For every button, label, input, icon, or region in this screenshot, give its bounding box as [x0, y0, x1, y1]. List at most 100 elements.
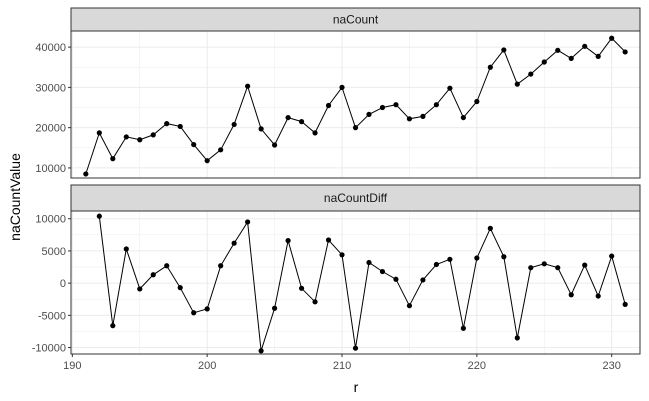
data-point — [595, 293, 601, 299]
data-point — [285, 114, 291, 121]
y-tick-label: 30000 — [35, 82, 66, 94]
y-axis-title: naCountValue — [7, 153, 23, 241]
data-point — [514, 81, 520, 87]
data-point — [447, 256, 453, 262]
data-point — [285, 238, 291, 244]
data-point — [204, 306, 210, 312]
x-tick-label: 220 — [468, 360, 486, 372]
data-point — [231, 121, 237, 128]
facet-strip-label: naCount — [333, 13, 379, 27]
data-point — [379, 104, 386, 111]
data-point — [339, 84, 345, 90]
y-tick-label: 5000 — [42, 246, 66, 258]
data-point — [271, 142, 278, 148]
data-point — [595, 53, 601, 59]
y-tick-label: 10000 — [35, 163, 66, 175]
data-point — [582, 262, 588, 268]
data-point — [622, 49, 628, 55]
data-point — [582, 43, 588, 49]
data-point — [420, 113, 426, 119]
data-point — [298, 119, 305, 125]
panel-naCount: naCount 10000 20000 30000 40000 — [35, 7, 641, 179]
facet-strip-label: naCountDiff — [324, 191, 388, 205]
data-point — [312, 130, 318, 136]
data-point — [164, 263, 170, 269]
data-point — [352, 345, 359, 351]
data-point — [568, 55, 574, 61]
data-point — [541, 59, 547, 65]
y-tick-label: 40000 — [35, 42, 66, 54]
data-point — [474, 98, 480, 105]
data-point — [231, 240, 237, 246]
x-tick-label: 200 — [198, 360, 216, 372]
plot-background — [71, 211, 640, 354]
y-tick-label: -5000 — [38, 310, 66, 322]
panel-naCountDiff: naCountDiff -10000 -5000 0 5000 10000 190 200 21… — [32, 184, 641, 372]
data-point — [218, 263, 224, 269]
data-point — [123, 246, 129, 252]
data-point — [406, 116, 413, 122]
data-point — [406, 303, 413, 309]
data-point — [622, 301, 628, 308]
x-axis-title: r — [354, 379, 359, 395]
data-point — [487, 225, 493, 231]
plot-background — [71, 31, 640, 178]
data-point — [137, 137, 143, 143]
panel-border — [70, 30, 641, 179]
data-point — [555, 265, 561, 271]
data-point — [379, 268, 386, 275]
data-point — [528, 71, 534, 77]
data-point — [298, 285, 305, 291]
data-point — [352, 125, 359, 131]
data-point — [541, 261, 547, 267]
data-point — [110, 323, 116, 329]
y-tick-label: 20000 — [35, 123, 66, 135]
data-point — [271, 305, 278, 311]
data-point — [393, 276, 399, 282]
data-point — [312, 299, 318, 305]
data-point — [555, 47, 561, 53]
data-point — [96, 213, 102, 219]
x-tick-label: 190 — [63, 360, 81, 372]
data-point — [325, 237, 332, 243]
panels-layer: naCount 10000 20000 30000 40000 naCountDiff -1… — [32, 7, 641, 372]
data-point — [245, 219, 251, 225]
data-point — [420, 277, 426, 283]
data-point — [433, 261, 440, 268]
data-point — [460, 114, 466, 121]
data-point — [83, 171, 89, 177]
data-point — [393, 102, 399, 108]
data-point — [460, 325, 466, 331]
y-tick-label: 10000 — [35, 214, 66, 226]
facet-strip — [70, 184, 641, 212]
data-point — [501, 254, 507, 260]
data-point — [258, 348, 264, 354]
data-point — [568, 292, 574, 298]
data-point — [150, 132, 156, 138]
data-point — [191, 141, 197, 148]
data-point — [177, 123, 183, 130]
data-point — [474, 255, 480, 261]
data-point — [366, 111, 372, 117]
data-point — [325, 102, 332, 109]
x-tick-label: 230 — [603, 360, 621, 372]
data-point — [366, 259, 372, 266]
data-point — [137, 286, 143, 292]
data-point — [258, 126, 264, 132]
data-point — [110, 156, 116, 162]
data-point — [501, 47, 507, 53]
data-point — [514, 335, 520, 341]
y-tick-label: -10000 — [32, 343, 66, 355]
data-point — [609, 253, 615, 259]
data-point — [339, 252, 345, 258]
data-point — [528, 265, 534, 271]
data-point — [245, 83, 251, 89]
panel-border — [70, 210, 641, 355]
data-point — [150, 272, 156, 278]
data-point — [218, 147, 224, 153]
x-tick-label: 210 — [333, 360, 351, 372]
data-point — [487, 64, 493, 70]
data-point — [609, 35, 615, 41]
data-point — [164, 121, 170, 127]
